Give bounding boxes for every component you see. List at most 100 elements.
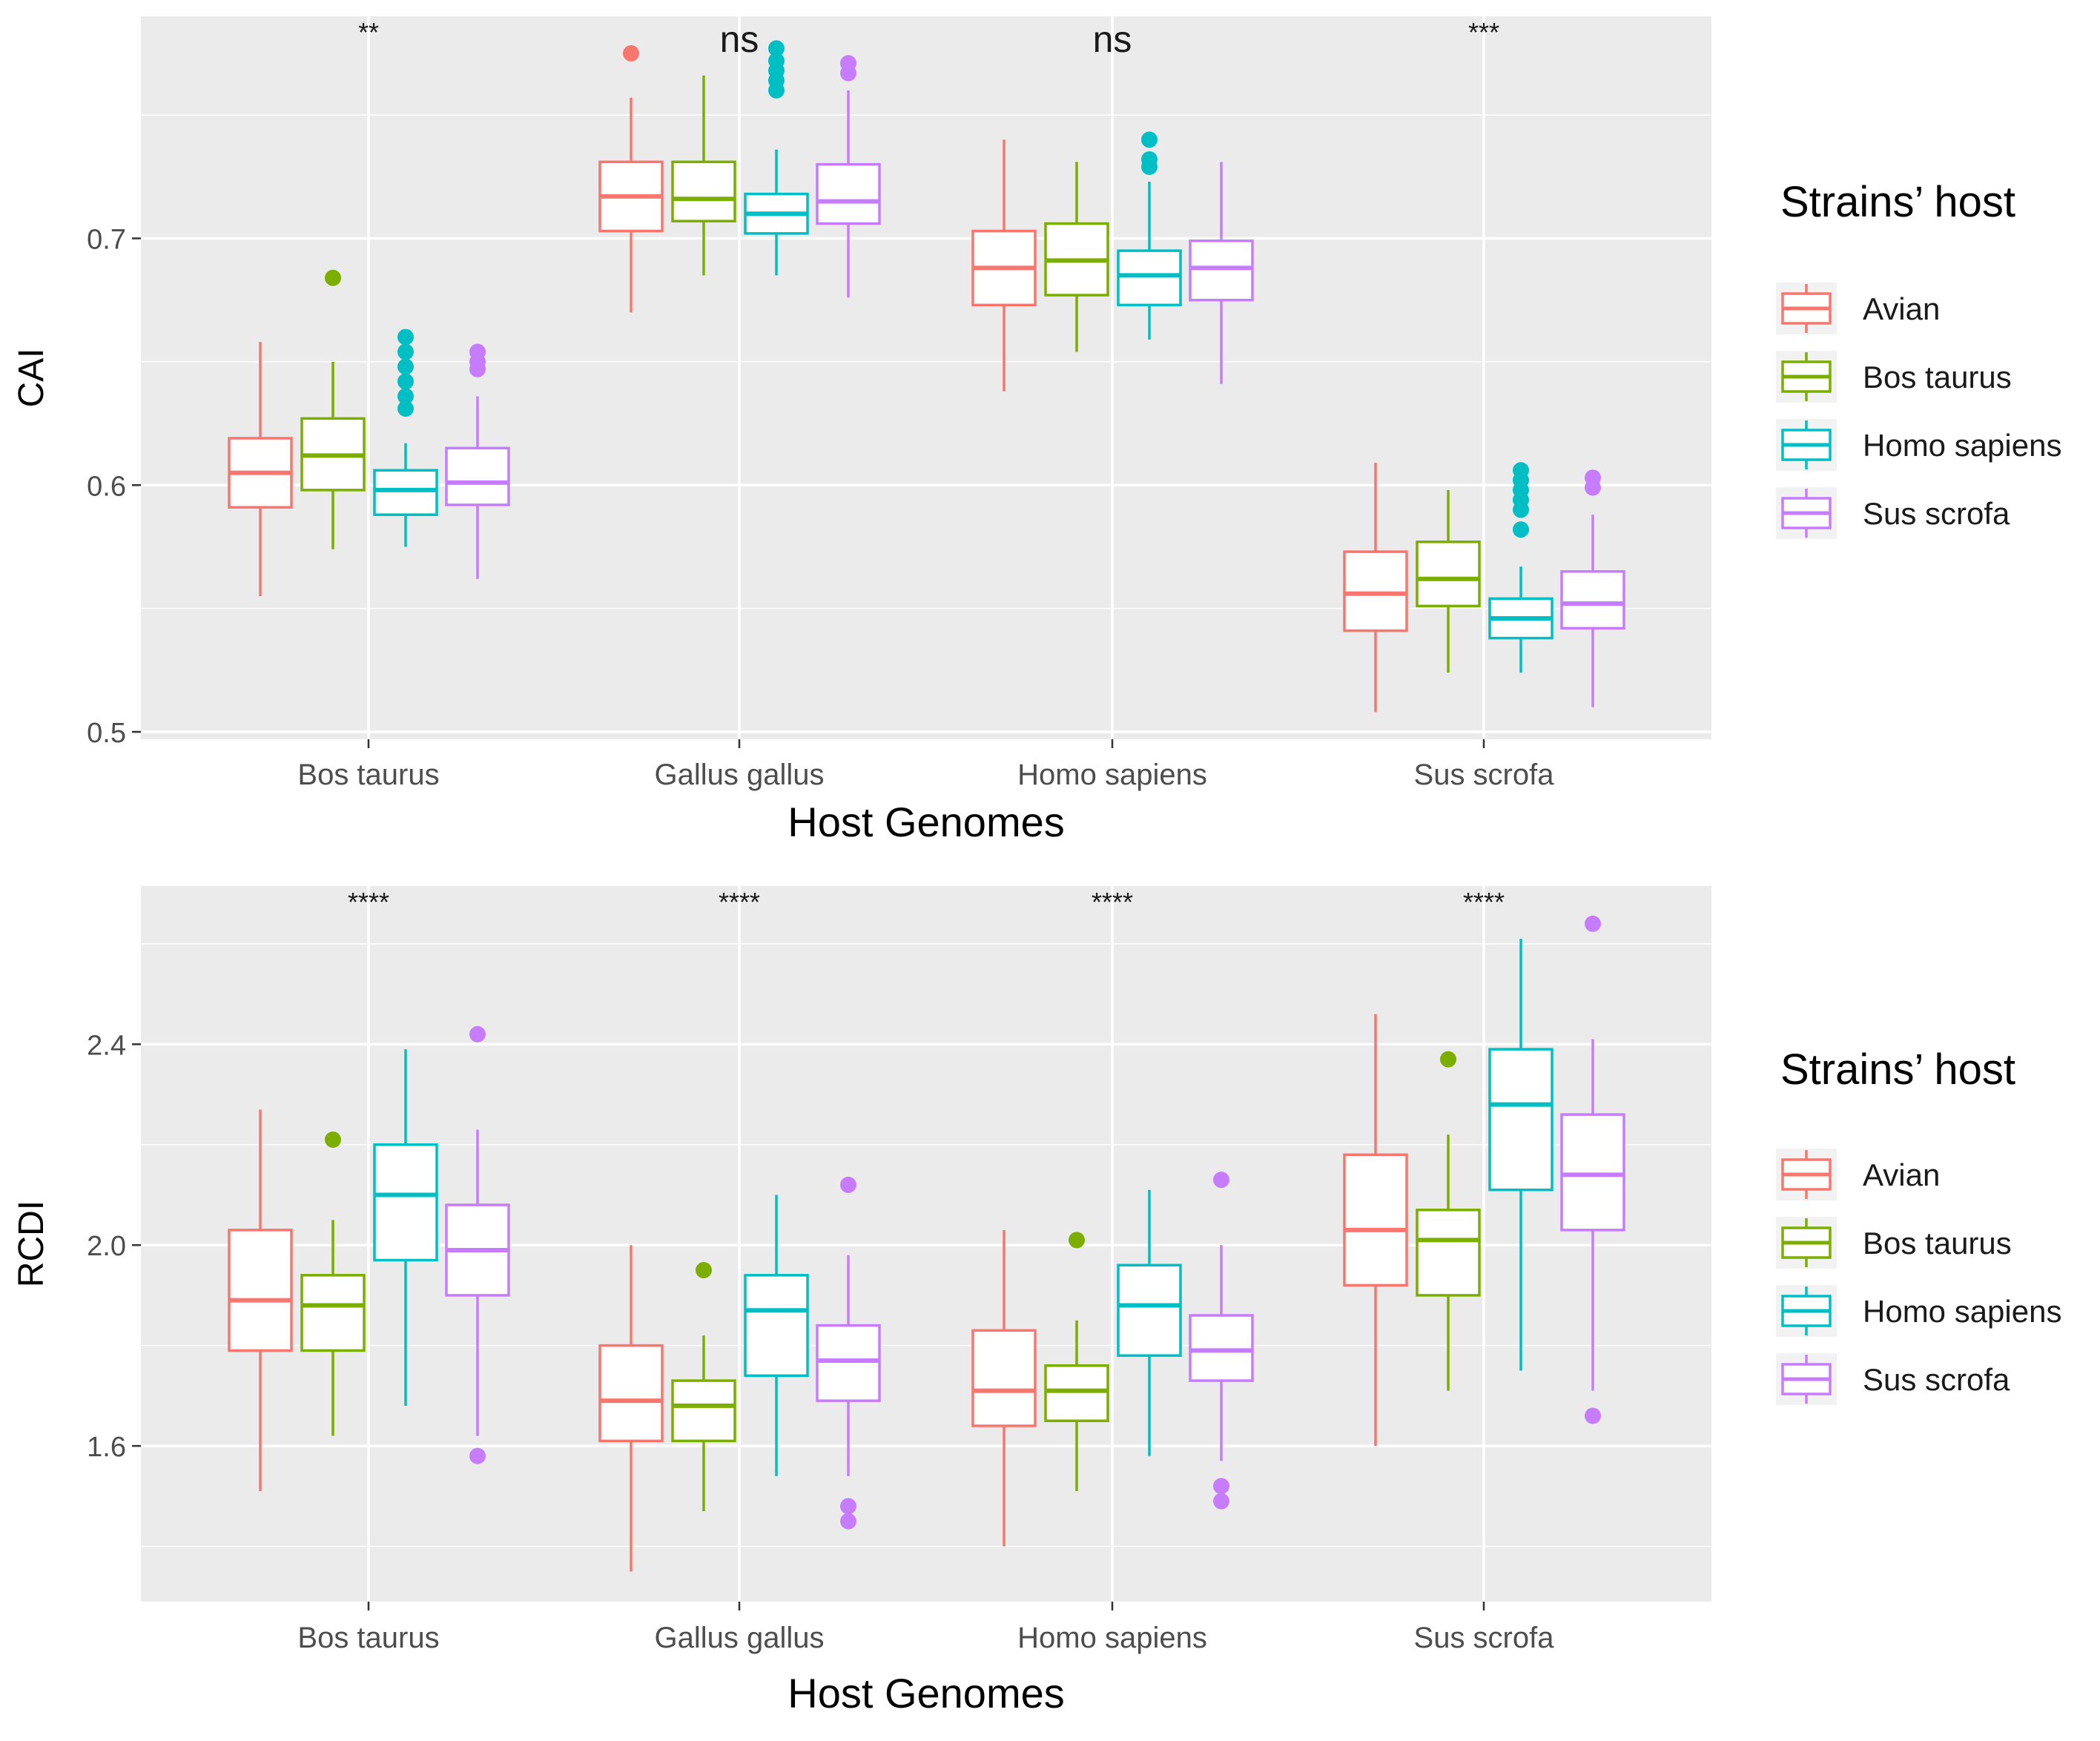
outlier-point [397,343,414,360]
legend-item-bos-taurus: Bos taurus [1776,1217,2012,1269]
legend-title: Strains’ host [1780,1045,2015,1094]
box-iqr [816,1324,881,1402]
outlier-point [696,1262,712,1279]
x-tick-label-bos-taurus: Bos taurus [297,759,439,791]
box-sus-scrofa-gallus-gallus [816,1176,881,1530]
outlier-point [1213,1172,1229,1189]
significance-label: **** [1463,887,1505,917]
outlier-point [469,343,486,360]
box-bos-taurus-gallus-gallus [671,75,736,276]
box-avian-bos-taurus [228,1109,293,1492]
box-avian-gallus-gallus [598,44,664,313]
outlier-point [1585,915,1601,932]
legend-item-avian: Avian [1776,1149,1940,1200]
legend-label: Avian [1863,291,1940,326]
x-tick-label-homo-sapiens: Homo sapiens [1017,1622,1207,1654]
box-iqr [671,1379,736,1443]
box-bos-taurus-homo-sapiens [1044,162,1109,352]
outlier-point [1513,521,1529,538]
x-tick-label-gallus-gallus: Gallus gallus [654,1622,824,1654]
box-avian-homo-sapiens [971,1229,1037,1547]
box-homo-sapiens-homo-sapiens [1117,1189,1182,1456]
outlier-point [1213,1478,1229,1495]
outlier-point [397,358,414,375]
box-bos-taurus-homo-sapiens [1044,1232,1109,1492]
legend-label: Bos taurus [1863,1226,2012,1261]
significance-label: ** [358,17,379,47]
x-axis-title: Host Genomes [788,799,1065,845]
rcdi-legend: Strains’ host Avian Bos taurus Homo sapiens… [1776,1045,2061,1405]
x-tick-label-gallus-gallus: Gallus gallus [654,759,824,791]
cai-chart: 0.5 0.6 0.7 Bos taurus Gallus gallus Homo sap… [12,16,2061,845]
x-axis-title: Host Genomes [788,1670,1065,1717]
outlier-point [1141,151,1158,168]
box-iqr [228,1229,293,1352]
box-iqr [373,1143,438,1262]
box-sus-scrofa-sus-scrofa [1560,469,1625,707]
outlier-point [768,52,785,69]
y-tick-label: 0.5 [87,718,126,749]
box-iqr [816,162,881,225]
y-axis-title: CAI [12,348,51,407]
legend-item-sus-scrofa: Sus scrofa [1776,1353,2010,1405]
x-tick-label-bos-taurus: Bos taurus [297,1622,439,1654]
box-iqr [1416,541,1481,608]
outlier-point [397,373,414,390]
outlier-point [397,388,414,405]
outlier-point [1440,1051,1456,1068]
outlier-point [840,1513,856,1530]
legend-label: Avian [1863,1157,1940,1192]
outlier-point [397,400,414,417]
box-avian-homo-sapiens [971,139,1037,392]
box-iqr [744,1274,809,1378]
significance-label: **** [348,887,389,917]
outlier-point [1069,1232,1085,1249]
y-axis-title: RCDI [12,1200,51,1287]
legend-label: Bos taurus [1863,360,2012,394]
outlier-point [768,40,785,57]
box-iqr [1343,550,1408,632]
box-bos-taurus-gallus-gallus [671,1262,736,1512]
y-tick-label: 0.6 [87,471,126,502]
outlier-point [1585,469,1601,486]
y-tick-label: 2.4 [87,1030,126,1061]
box-avian-gallus-gallus [598,1245,664,1572]
outlier-point [469,1025,486,1043]
x-tick-label-homo-sapiens: Homo sapiens [1017,759,1207,791]
legend-title: Strains’ host [1780,178,2015,226]
outlier-point [840,55,856,72]
box-iqr [1343,1153,1408,1287]
significance-label: **** [1092,887,1133,917]
box-homo-sapiens-homo-sapiens [1117,131,1182,340]
outlier-point [1513,462,1529,479]
legend-item-sus-scrofa: Sus scrofa [1776,487,2010,539]
box-sus-scrofa-gallus-gallus [816,55,881,298]
outlier-point [623,44,639,62]
box-sus-scrofa-bos-taurus [445,1025,510,1464]
legend-label: Homo sapiens [1863,1294,2061,1329]
x-tick-label-sus-scrofa: Sus scrofa [1414,759,1555,791]
x-tick-label-sus-scrofa: Sus scrofa [1414,1622,1555,1654]
box-iqr [373,469,438,516]
significance-label: *** [1468,17,1499,47]
box-iqr [1117,249,1182,307]
outlier-point [397,328,414,346]
box-homo-sapiens-gallus-gallus [744,1195,809,1476]
legend-item-homo-sapiens: Homo sapiens [1776,1285,2061,1337]
box-iqr [1117,1263,1182,1357]
outlier-point [1213,1493,1229,1510]
legend-label: Homo sapiens [1863,428,2061,463]
outlier-point [325,269,341,286]
box-sus-scrofa-homo-sapiens [1189,162,1254,384]
significance-label: **** [719,887,760,917]
legend-item-homo-sapiens: Homo sapiens [1776,419,2061,471]
box-homo-sapiens-sus-scrofa [1488,462,1553,673]
box-iqr [671,160,736,222]
box-iqr [1560,569,1625,630]
box-iqr [1189,239,1254,302]
box-homo-sapiens-bos-taurus [373,328,438,547]
box-sus-scrofa-sus-scrofa [1560,915,1625,1424]
box-iqr [598,1344,664,1443]
box-bos-taurus-sus-scrofa [1416,1051,1481,1391]
cai-panel-background [141,16,1711,739]
